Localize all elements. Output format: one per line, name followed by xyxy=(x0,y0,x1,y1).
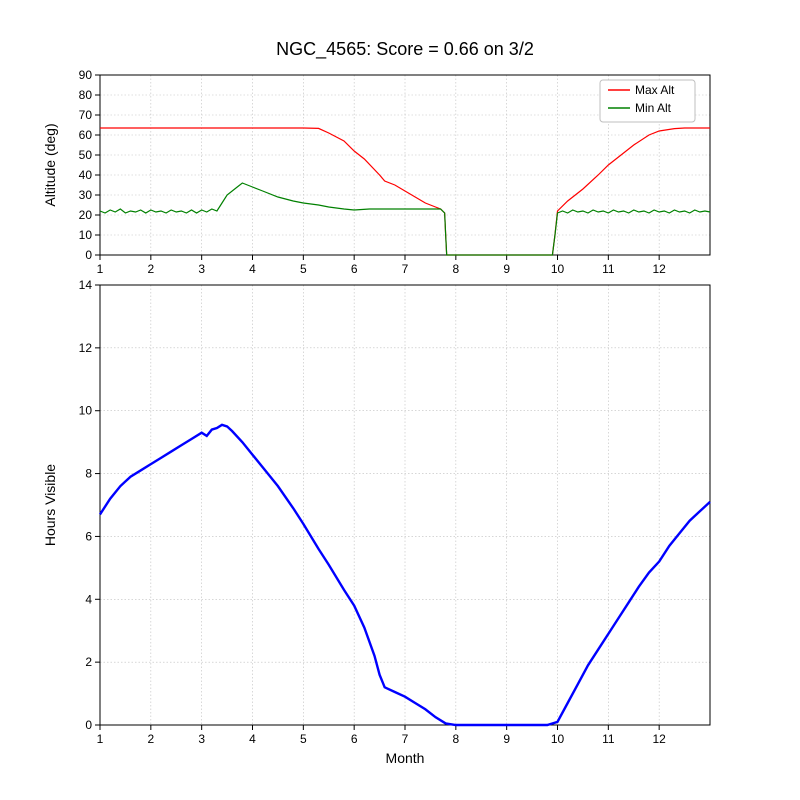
series-hours-visible xyxy=(100,425,710,725)
legend-label: Min Alt xyxy=(635,101,672,115)
xtick-label: 10 xyxy=(551,732,565,746)
xtick-label: 12 xyxy=(652,732,666,746)
xtick-label: 8 xyxy=(452,262,459,276)
xtick-label: 7 xyxy=(402,262,409,276)
ytick-label: 30 xyxy=(79,188,93,202)
xtick-label: 2 xyxy=(147,732,154,746)
xtick-label: 11 xyxy=(602,732,615,746)
xtick-label: 10 xyxy=(551,262,565,276)
xtick-label: 6 xyxy=(351,262,358,276)
xtick-label: 4 xyxy=(249,732,256,746)
plot-frame xyxy=(100,285,710,725)
xtick-label: 4 xyxy=(249,262,256,276)
xtick-label: 7 xyxy=(402,732,409,746)
ytick-label: 50 xyxy=(79,148,93,162)
ytick-label: 4 xyxy=(85,592,92,606)
xtick-label: 1 xyxy=(97,732,104,746)
series-max-alt xyxy=(100,128,710,255)
ytick-label: 8 xyxy=(85,467,92,481)
xlabel: Month xyxy=(386,750,425,766)
ytick-label: 14 xyxy=(79,278,93,292)
ylabel: Hours Visible xyxy=(42,464,58,546)
ytick-label: 0 xyxy=(85,248,92,262)
xtick-label: 8 xyxy=(452,732,459,746)
xtick-label: 6 xyxy=(351,732,358,746)
ytick-label: 70 xyxy=(79,108,93,122)
legend-label: Max Alt xyxy=(635,83,675,97)
ytick-label: 10 xyxy=(79,404,93,418)
ytick-label: 20 xyxy=(79,208,93,222)
xtick-label: 5 xyxy=(300,732,307,746)
xtick-label: 3 xyxy=(198,262,205,276)
xtick-label: 9 xyxy=(503,732,510,746)
ytick-label: 0 xyxy=(85,718,92,732)
ytick-label: 2 xyxy=(85,655,92,669)
ytick-label: 12 xyxy=(79,341,93,355)
xtick-label: 11 xyxy=(602,262,615,276)
ylabel: Altitude (deg) xyxy=(42,123,58,206)
xtick-label: 1 xyxy=(97,262,104,276)
xtick-label: 9 xyxy=(503,262,510,276)
xtick-label: 2 xyxy=(147,262,154,276)
ytick-label: 10 xyxy=(79,228,93,242)
ytick-label: 6 xyxy=(85,529,92,543)
xtick-label: 3 xyxy=(198,732,205,746)
chart-title: NGC_4565: Score = 0.66 on 3/2 xyxy=(276,39,534,60)
figure: NGC_4565: Score = 0.66 on 3/212345678910… xyxy=(0,0,800,800)
xtick-label: 12 xyxy=(652,262,666,276)
ytick-label: 90 xyxy=(79,68,93,82)
xtick-label: 5 xyxy=(300,262,307,276)
ytick-label: 40 xyxy=(79,168,93,182)
ytick-label: 80 xyxy=(79,88,93,102)
ytick-label: 60 xyxy=(79,128,93,142)
